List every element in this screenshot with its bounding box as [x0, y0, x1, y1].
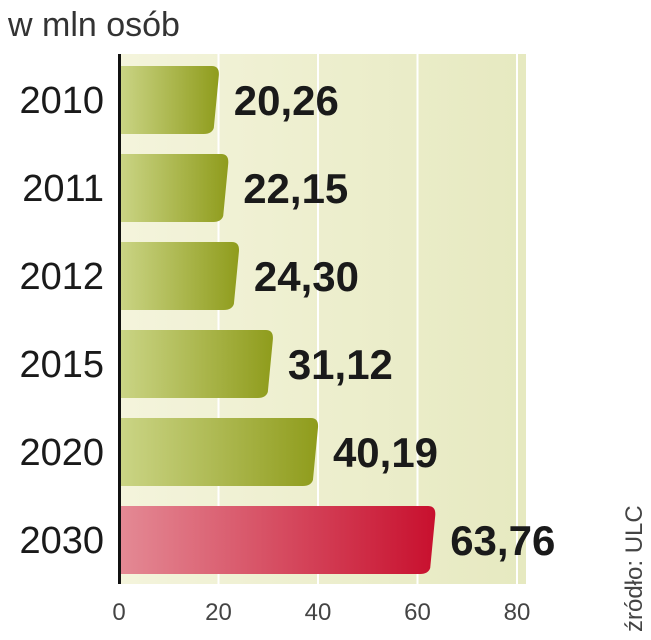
value-label-2020: 40,19 — [333, 429, 438, 476]
x-tick-label: 0 — [112, 599, 125, 626]
bars — [119, 66, 436, 574]
x-tick-label: 60 — [404, 599, 431, 626]
x-tick-label: 20 — [205, 599, 232, 626]
year-label-2020: 2020 — [19, 432, 104, 474]
bar-2030 — [119, 506, 436, 574]
year-label-2030: 2030 — [19, 520, 104, 562]
year-label-2015: 2015 — [19, 344, 104, 386]
unit-label: w mln osób — [7, 6, 180, 44]
bar-2011 — [119, 154, 229, 222]
bar-2010 — [119, 66, 219, 134]
bar-2012 — [119, 242, 240, 310]
year-label-2010: 2010 — [19, 80, 104, 122]
value-label-2010: 20,26 — [234, 77, 339, 124]
plot-background — [118, 54, 526, 584]
value-label-2011: 22,15 — [243, 165, 348, 212]
bar-2020 — [119, 418, 319, 486]
source-note: źródło: ULC — [621, 505, 648, 632]
bar-2015 — [119, 330, 273, 398]
value-label-2012: 24,30 — [254, 253, 359, 300]
year-label-2012: 2012 — [19, 256, 104, 298]
value-label-2030: 63,76 — [450, 517, 555, 564]
value-label-2015: 31,12 — [288, 341, 393, 388]
year-labels: 2010 2011 2012 2015 2020 2030 — [19, 80, 104, 562]
x-tick-label: 40 — [305, 599, 332, 626]
x-tick-labels: 0 20 40 60 80 — [112, 599, 530, 626]
x-tick-label: 80 — [504, 599, 531, 626]
grid-lines — [217, 54, 518, 584]
year-label-2011: 2011 — [22, 168, 104, 210]
value-labels: 20,26 22,15 24,30 31,12 40,19 63,76 — [234, 77, 556, 564]
